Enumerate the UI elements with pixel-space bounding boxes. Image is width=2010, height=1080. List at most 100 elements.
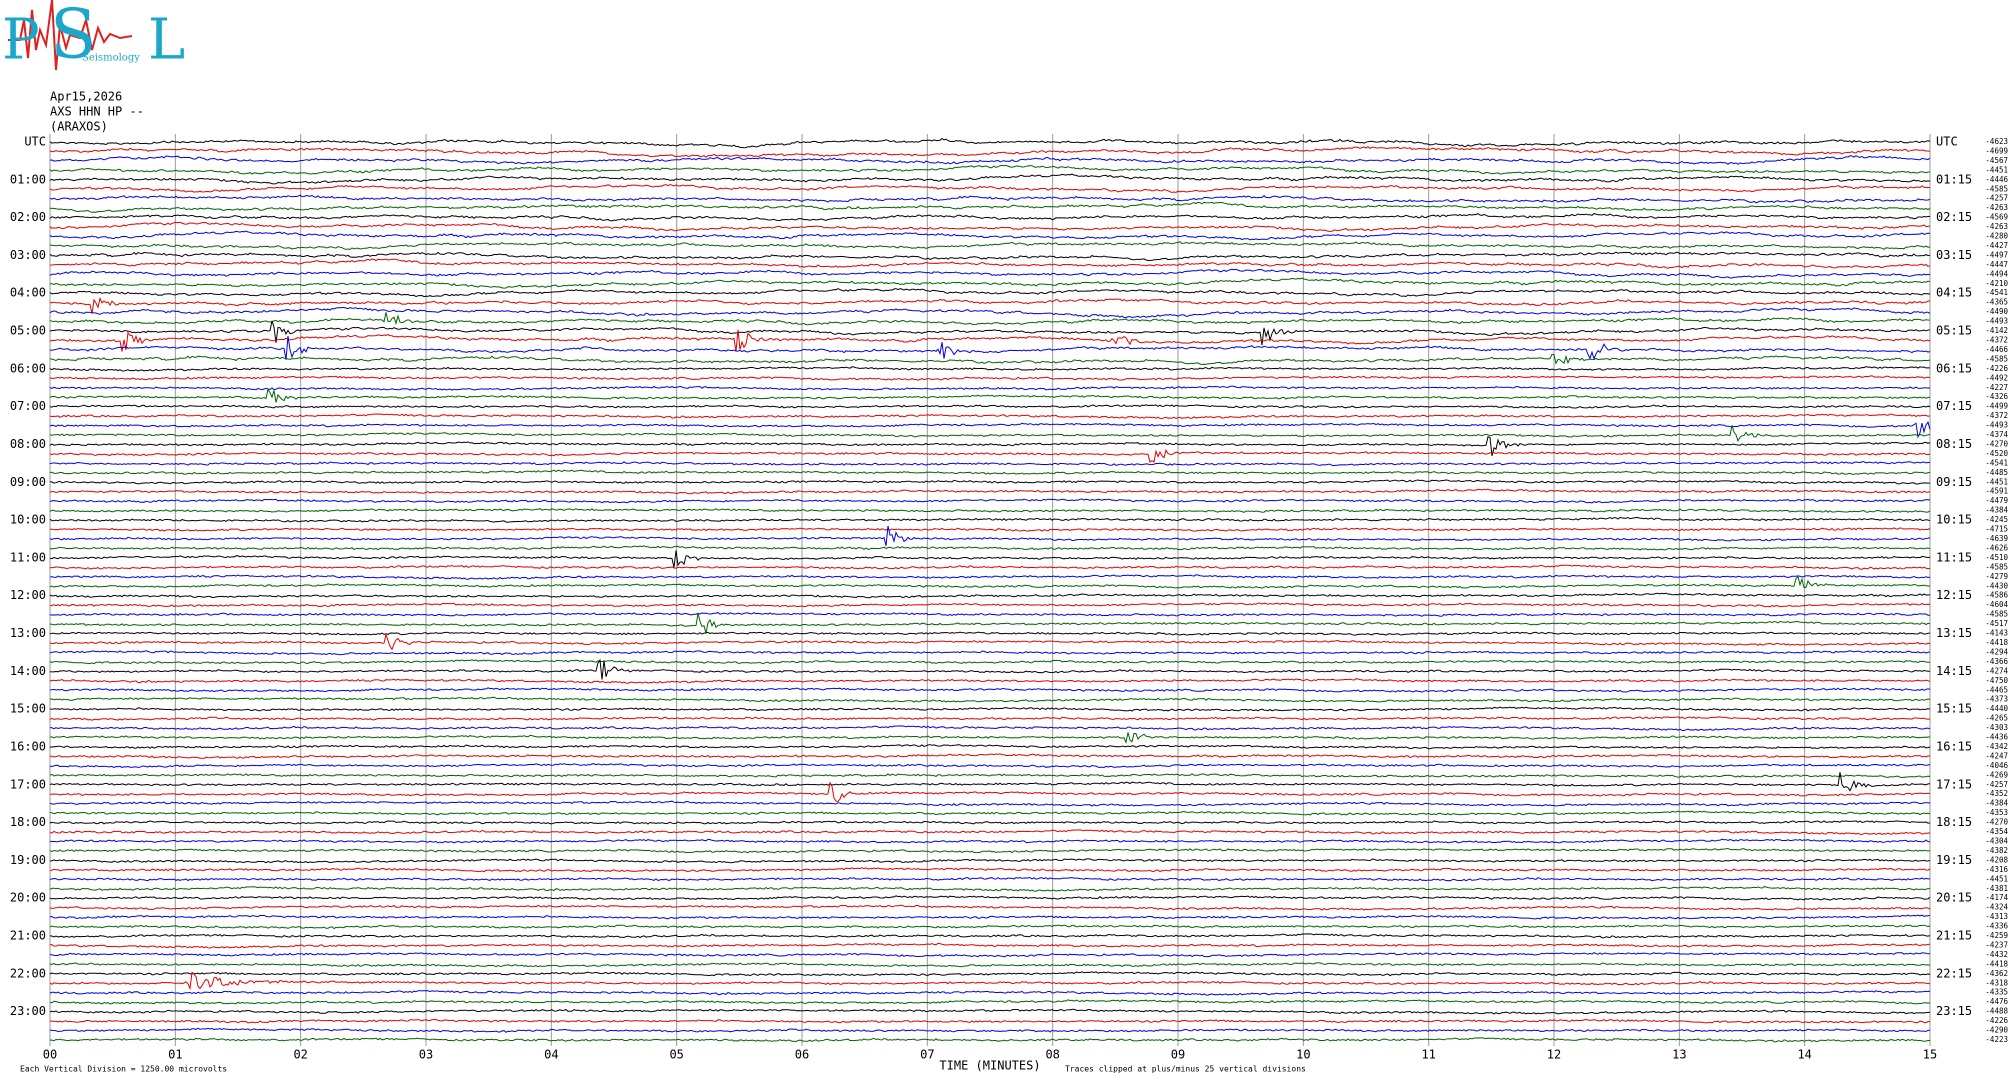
trace-offset: -4382: [1985, 846, 2008, 855]
trace-offset: -4585: [1985, 610, 2008, 619]
trace: [49, 184, 1931, 194]
trace: [49, 461, 1930, 467]
hour-label-right: 05:15: [1936, 324, 1972, 338]
hour-label-right: 04:15: [1936, 286, 1972, 300]
trace-offset: -4335: [1985, 988, 2008, 997]
trace-offset: -4517: [1985, 619, 2008, 628]
trace: [49, 306, 1931, 319]
trace-offset: -4585: [1985, 354, 2008, 363]
hour-label-left: 20:00: [10, 891, 46, 905]
trace: [49, 479, 1931, 485]
trace-offset: -4269: [1985, 770, 2008, 779]
trace: [49, 895, 1931, 901]
hour-label-right: 21:15: [1936, 929, 1972, 943]
hour-label-right: 07:15: [1936, 399, 1972, 413]
trace: [49, 375, 1931, 381]
hour-label-left: 17:00: [10, 777, 46, 791]
trace-offset: -4626: [1985, 543, 2008, 552]
trace-offset: -4352: [1985, 789, 2008, 798]
trace: [49, 296, 1931, 314]
trace-offset: -4497: [1985, 250, 2008, 259]
clip-note: Traces clipped at plus/minus 25 vertical…: [1065, 1065, 1306, 1074]
date: Apr15,2026: [50, 90, 122, 104]
trace-offset: -4586: [1985, 591, 2008, 600]
trace-offset: -4143: [1985, 629, 2008, 638]
trace: [49, 631, 1931, 636]
hour-label-right: 13:15: [1936, 626, 1972, 640]
trace-offset: -4290: [1985, 1026, 2008, 1035]
trace-offset: -4485: [1985, 468, 2008, 477]
hour-label-right: 11:15: [1936, 550, 1972, 564]
hour-label-right: 22:15: [1936, 966, 1972, 980]
hour-label-right: 03:15: [1936, 248, 1972, 262]
trace-offset: -4451: [1985, 874, 2008, 883]
trace-offset: -4430: [1985, 581, 2008, 590]
trace: [50, 1037, 1931, 1043]
trace: [49, 706, 1931, 712]
x-tick-label: 05: [669, 1048, 683, 1062]
trace-offset: -4247: [1985, 751, 2008, 760]
trace-offset: -4432: [1985, 950, 2008, 959]
trace: [49, 353, 1931, 366]
x-tick-label: 06: [795, 1048, 809, 1062]
hour-label-right: 06:15: [1936, 361, 1972, 375]
trace: [49, 810, 1931, 816]
hour-label-right: 18:15: [1936, 815, 1972, 829]
trace: [49, 436, 1931, 457]
trace-offset: -4257: [1985, 194, 2008, 203]
logo-wave: [8, 0, 133, 71]
trace: [49, 312, 1931, 326]
x-tick-label: 10: [1296, 1048, 1310, 1062]
trace-offset: -4715: [1985, 525, 2008, 534]
trace: [49, 613, 1931, 634]
trace-offset: -4226: [1985, 1016, 2008, 1025]
trace-offset: -4476: [1985, 997, 2008, 1006]
trace-offset: -4493: [1985, 421, 2008, 430]
trace-offset: -4324: [1985, 903, 2008, 912]
trace: [49, 744, 1931, 750]
hour-label-left: 14:00: [10, 664, 46, 678]
trace: [49, 277, 1931, 289]
trace-offset: -4567: [1985, 156, 2008, 165]
hour-label-left: 18:00: [10, 815, 46, 829]
trace-offset: -4210: [1985, 279, 2008, 288]
hour-label-right: UTC: [1936, 135, 1958, 149]
trace: [49, 763, 1931, 769]
hour-label-right: 09:15: [1936, 475, 1972, 489]
logo-letter: P: [2, 8, 40, 73]
trace: [49, 421, 1931, 439]
trace-offset: -4362: [1985, 969, 2008, 978]
trace: [49, 221, 1931, 232]
trace-offset: -4604: [1985, 600, 2008, 609]
trace-offset: -4510: [1985, 553, 2008, 562]
trace-offset: -4313: [1985, 912, 2008, 921]
trace-offset: -4316: [1985, 865, 2008, 874]
trace: [49, 886, 1931, 892]
trace: [49, 404, 1931, 409]
trace: [49, 773, 1931, 779]
trace: [49, 602, 1931, 608]
x-tick-label: 13: [1672, 1048, 1686, 1062]
trace-offset: -4245: [1985, 515, 2008, 524]
trace-offset: -4465: [1985, 685, 2008, 694]
trace-offset: -4270: [1985, 818, 2008, 827]
trace-offset: -4342: [1985, 742, 2008, 751]
trace-offset: -4270: [1985, 439, 2008, 448]
hour-label-left: 10:00: [10, 513, 46, 527]
trace: [49, 716, 1931, 721]
trace: [49, 516, 1931, 523]
trace: [49, 164, 1931, 175]
trace: [49, 725, 1931, 732]
trace-offset: -4520: [1985, 449, 2008, 458]
trace: [49, 876, 1930, 882]
trace-offset: -4174: [1985, 893, 2008, 902]
trace-offset: -4354: [1985, 827, 2008, 836]
hour-label-right: 19:15: [1936, 853, 1972, 867]
trace-offset: -4223: [1985, 1035, 2008, 1044]
trace: [49, 413, 1931, 420]
trace-offset: -4699: [1985, 146, 2008, 155]
hour-label-left: 03:00: [10, 248, 46, 262]
trace: [49, 659, 1931, 665]
trace: [49, 425, 1931, 443]
